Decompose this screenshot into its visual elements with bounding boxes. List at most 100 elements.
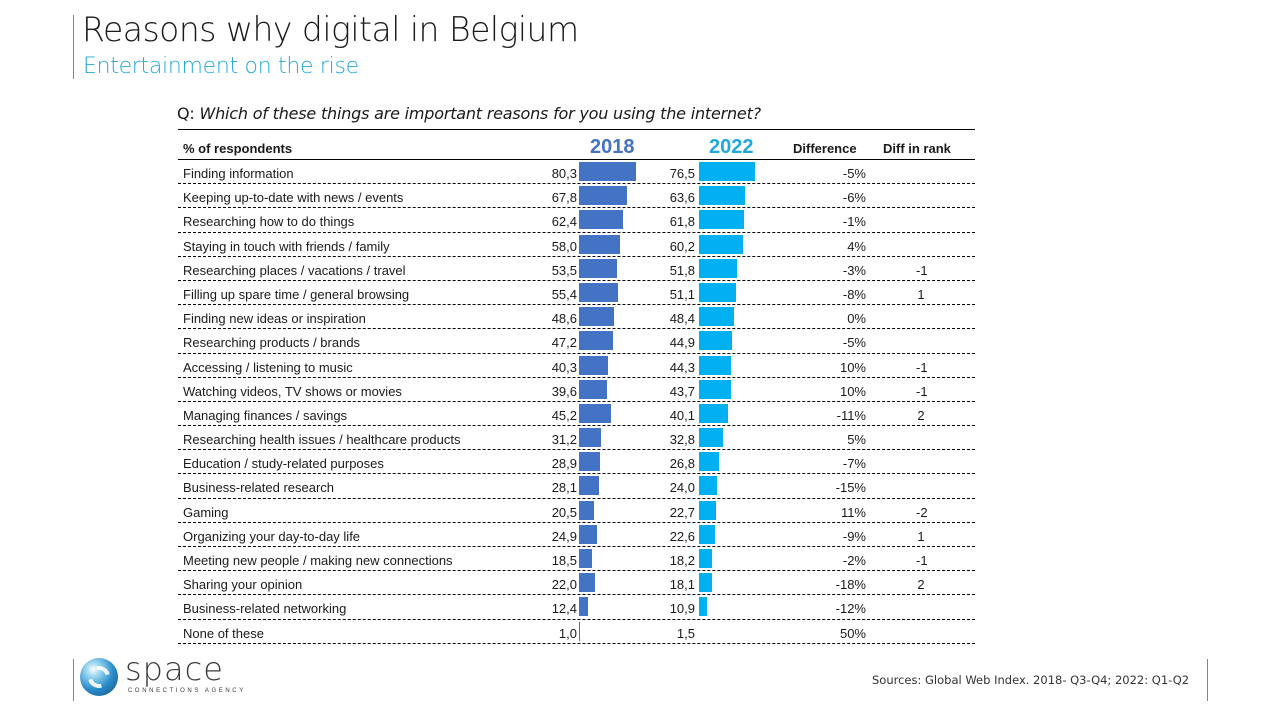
difference-value: -12% [835,601,866,617]
row-label: Gaming [183,504,229,520]
value-2018-label: 45,2 [551,407,577,423]
table-row: Business-related networking 12,4 10,9 -12% [178,595,975,620]
row-label: Accessing / listening to music [183,359,353,375]
table-row: Researching health issues / healthcare p… [178,426,975,451]
table-row: Organizing your day-to-day life 24,9 22,6 -… [178,523,975,547]
table-row: Staying in touch with friends / family 58… [178,233,975,257]
value-2018-label: 22,0 [551,577,577,593]
value-2018-label: 47,2 [551,335,577,351]
value-2022-label: 18,1 [669,577,695,593]
row-label: Finding new ideas or inspiration [183,311,366,327]
bar-2018 [579,403,612,423]
difference-value: -9% [842,528,866,544]
table-row: Accessing / listening to music 40,3 44,3 10… [178,354,975,378]
bar-2022 [699,282,737,302]
table-row: Watching videos, TV shows or movies 39,6 4… [178,378,975,402]
value-2018-label: 28,9 [551,456,577,472]
table-row: Sharing your opinion 22,0 18,1 -18% 2 [178,571,975,596]
difference-value: -18% [835,577,866,593]
bar-2018 [579,573,595,593]
table-row: Business-related research 28,1 24,0 -15% [178,474,975,499]
difference-value: 11% [840,504,866,520]
table-row: Finding information 80,3 76,5 -5% [178,160,975,185]
space-logo-sphere-icon [80,658,118,696]
survey-question: Q: Which of these things are important r… [177,104,761,123]
rank-change-value: -2 [916,504,928,520]
bar-2018 [579,162,636,181]
table-row: None of these 1,0 1,5 50% [178,620,975,644]
row-label: Sharing your opinion [183,577,303,593]
bar-2018 [579,307,614,327]
difference-value: 10% [839,359,866,375]
bar-2022 [699,403,729,423]
column-header-respondents: % of respondents [183,141,293,156]
logo-wordmark: space [125,650,224,688]
rank-change-value: 1 [917,528,925,544]
value-2022-label: 44,9 [669,335,695,351]
value-2018-label: 39,6 [551,383,577,399]
column-header-2022: 2022 [709,136,754,158]
row-label: Keeping up-to-date with news / events [183,190,404,206]
value-2022-label: 63,6 [669,190,695,206]
bar-2018 [579,210,624,230]
row-label: Managing finances / savings [183,407,348,423]
difference-value: -5% [842,335,866,351]
bar-2022 [699,258,737,278]
row-label: None of these [183,625,264,641]
bar-2022 [699,307,735,327]
bar-2022 [699,452,719,472]
difference-value: -15% [835,480,866,496]
bar-2022 [699,186,746,206]
row-label: Researching health issues / healthcare p… [183,432,461,448]
bar-2022 [699,597,707,617]
column-header-2018: 2018 [590,136,635,158]
row-label: Researching how to do things [183,214,355,230]
bar-2018 [579,621,580,641]
bar-2022 [699,573,713,593]
value-2022-label: 44,3 [669,359,695,375]
bar-2018 [579,234,621,254]
difference-value: -8% [842,286,866,302]
row-label: Organizing your day-to-day life [183,528,361,544]
page-subtitle: Entertainment on the rise [83,54,359,79]
table-row: Keeping up-to-date with news / events 67,… [178,184,975,209]
table-header-rule [178,159,975,160]
difference-value: -2% [842,553,866,568]
difference-value: 5% [847,432,866,448]
table-row: Meeting new people / making new connecti… [178,547,975,572]
value-2022-label: 51,1 [669,286,695,302]
value-2018-label: 31,2 [551,432,577,448]
bar-2018 [579,331,613,351]
bar-2018 [579,452,600,472]
value-2022-label: 32,8 [669,432,695,448]
row-label: Staying in touch with friends / family [183,238,390,254]
value-2022-label: 26,8 [669,456,695,472]
value-2018-label: 58,0 [551,238,577,254]
difference-value: -7% [842,456,866,472]
bar-2022 [699,234,743,254]
bar-2018 [579,500,594,520]
value-2018-label: 20,5 [551,504,577,520]
table-row: Education / study-related purposes 28,9 26… [178,450,975,475]
value-2022-label: 22,7 [669,504,695,520]
rank-change-value: -1 [916,359,928,375]
value-2022-label: 1,5 [676,625,695,641]
difference-value: 0% [847,311,866,327]
value-2018-label: 28,1 [551,480,577,496]
column-header-difference: Difference [793,141,857,156]
difference-value: 50% [839,625,866,641]
value-2018-label: 1,0 [558,625,577,641]
value-2018-label: 62,4 [551,214,577,230]
value-2022-label: 51,8 [669,262,695,278]
bar-2022 [699,549,713,568]
row-label: Researching products / brands [183,335,361,351]
value-2018-label: 80,3 [551,166,577,181]
bar-2022 [699,162,755,181]
bar-2022 [699,524,716,544]
value-2022-label: 10,9 [669,601,695,617]
bar-2018 [579,282,619,302]
page-title: Reasons why digital in Belgium [82,10,579,50]
bar-2022 [699,210,745,230]
difference-value: -11% [836,407,866,423]
value-2022-label: 76,5 [669,166,695,181]
